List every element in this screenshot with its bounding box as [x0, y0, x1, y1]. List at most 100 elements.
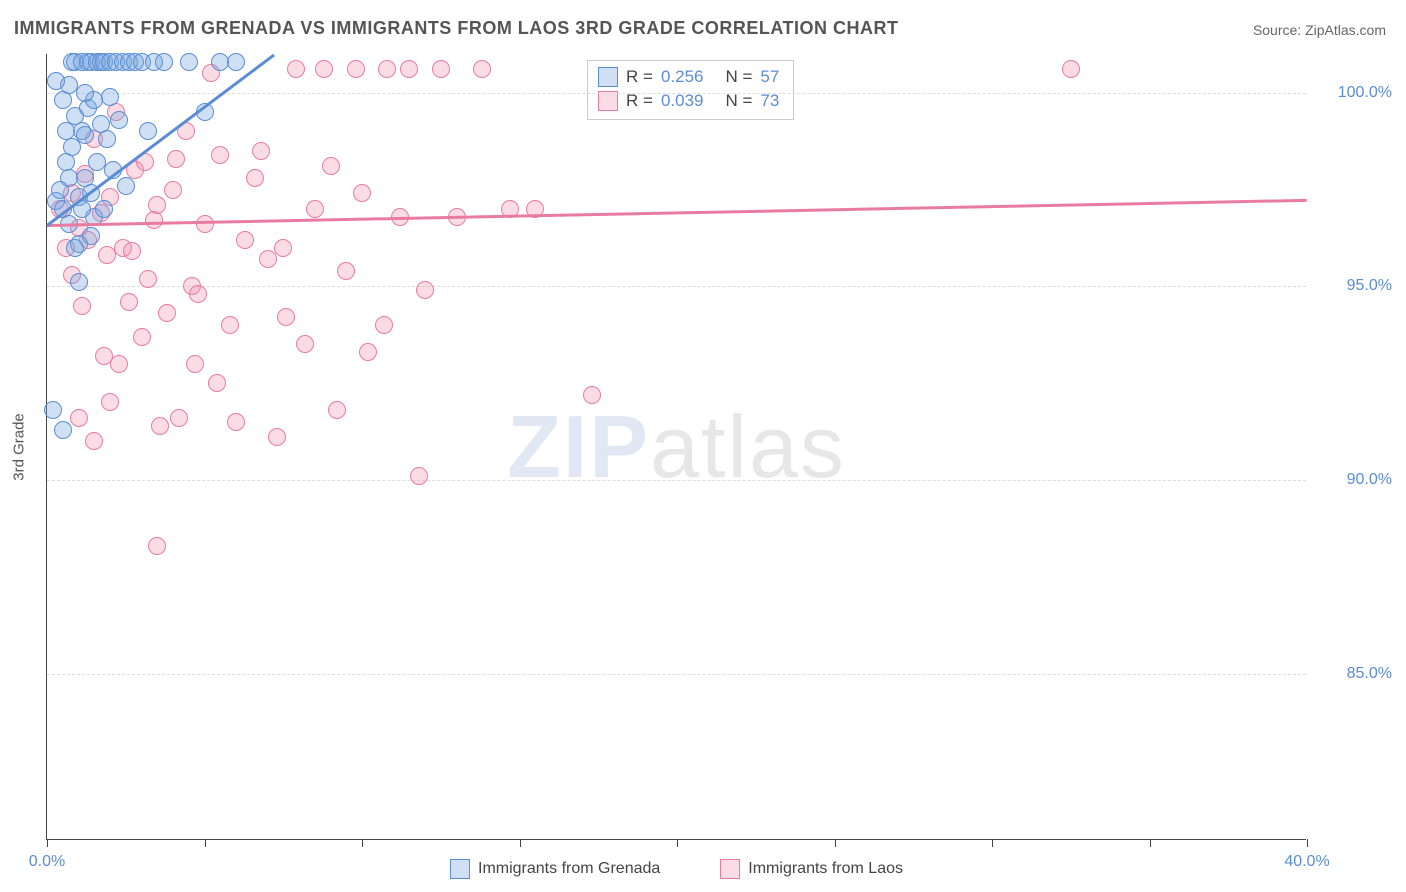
data-point	[221, 316, 239, 334]
data-point	[164, 181, 182, 199]
legend-swatch	[598, 91, 618, 111]
x-tick	[1150, 839, 1151, 847]
data-point	[328, 401, 346, 419]
data-point	[151, 417, 169, 435]
data-point	[227, 413, 245, 431]
data-point	[158, 304, 176, 322]
data-point	[167, 150, 185, 168]
stat-n-value: 73	[760, 91, 779, 111]
x-tick	[835, 839, 836, 847]
stat-legend-row: R = 0.256N = 57	[598, 65, 779, 89]
chart-container: IMMIGRANTS FROM GRENADA VS IMMIGRANTS FR…	[0, 0, 1406, 892]
data-point	[54, 421, 72, 439]
legend-swatch	[450, 859, 470, 879]
correlation-legend: R = 0.256N = 57R = 0.039N = 73	[587, 60, 794, 120]
y-tick-label: 85.0%	[1322, 665, 1392, 683]
x-tick-label: 40.0%	[1284, 853, 1329, 871]
legend-label: Immigrants from Grenada	[478, 860, 660, 878]
source-label: Source:	[1253, 22, 1305, 38]
data-point	[148, 537, 166, 555]
data-point	[66, 239, 84, 257]
data-point	[268, 428, 286, 446]
data-point	[400, 60, 418, 78]
scatter-chart: 3rd Grade ZIPatlas R = 0.256N = 57R = 0.…	[46, 54, 1306, 840]
data-point	[186, 355, 204, 373]
data-point	[246, 169, 264, 187]
watermark: ZIPatlas	[507, 396, 846, 498]
x-tick	[677, 839, 678, 847]
data-point	[139, 122, 157, 140]
data-point	[101, 393, 119, 411]
data-point	[375, 316, 393, 334]
data-point	[123, 242, 141, 260]
stat-r-value: 0.039	[661, 91, 704, 111]
data-point	[322, 157, 340, 175]
data-point	[296, 335, 314, 353]
data-point	[410, 467, 428, 485]
data-point	[82, 227, 100, 245]
source-link[interactable]: ZipAtlas.com	[1305, 22, 1386, 38]
data-point	[252, 142, 270, 160]
x-tick	[520, 839, 521, 847]
x-tick	[205, 839, 206, 847]
legend-item: Immigrants from Grenada	[450, 859, 660, 879]
data-point	[287, 60, 305, 78]
data-point	[44, 401, 62, 419]
stat-n-label: N =	[725, 91, 752, 111]
data-point	[359, 343, 377, 361]
data-point	[236, 231, 254, 249]
gridline	[47, 286, 1306, 287]
gridline	[47, 480, 1306, 481]
data-point	[110, 355, 128, 373]
data-point	[101, 88, 119, 106]
data-point	[473, 60, 491, 78]
data-point	[47, 72, 65, 90]
legend-item: Immigrants from Laos	[720, 859, 903, 879]
y-tick-label: 95.0%	[1322, 277, 1392, 295]
gridline	[47, 93, 1306, 94]
data-point	[353, 184, 371, 202]
stat-r-label: R =	[626, 91, 653, 111]
data-point	[133, 328, 151, 346]
y-axis-title: 3rd Grade	[11, 413, 28, 481]
data-point	[54, 91, 72, 109]
data-point	[432, 60, 450, 78]
data-point	[70, 409, 88, 427]
data-point	[315, 60, 333, 78]
data-point	[73, 297, 91, 315]
data-point	[378, 60, 396, 78]
chart-title: IMMIGRANTS FROM GRENADA VS IMMIGRANTS FR…	[14, 18, 898, 39]
source-attribution: Source: ZipAtlas.com	[1253, 22, 1386, 38]
data-point	[120, 293, 138, 311]
data-point	[208, 374, 226, 392]
data-point	[259, 250, 277, 268]
data-point	[337, 262, 355, 280]
data-point	[211, 146, 229, 164]
data-point	[139, 270, 157, 288]
data-point	[416, 281, 434, 299]
data-point	[583, 386, 601, 404]
data-point	[76, 84, 94, 102]
data-point	[277, 308, 295, 326]
data-point	[189, 285, 207, 303]
data-point	[1062, 60, 1080, 78]
data-point	[170, 409, 188, 427]
gridline	[47, 674, 1306, 675]
data-point	[180, 53, 198, 71]
legend-swatch	[720, 859, 740, 879]
x-tick	[992, 839, 993, 847]
data-point	[274, 239, 292, 257]
data-point	[347, 60, 365, 78]
data-point	[110, 111, 128, 129]
stat-r-value: 0.256	[661, 67, 704, 87]
trend-line	[47, 199, 1307, 227]
data-point	[145, 211, 163, 229]
stat-n-label: N =	[725, 67, 752, 87]
data-point	[76, 126, 94, 144]
y-tick-label: 90.0%	[1322, 471, 1392, 489]
series-legend: Immigrants from Grenada Immigrants from L…	[47, 859, 1306, 879]
x-tick	[362, 839, 363, 847]
legend-label: Immigrants from Laos	[748, 860, 903, 878]
stat-r-label: R =	[626, 67, 653, 87]
data-point	[98, 130, 116, 148]
